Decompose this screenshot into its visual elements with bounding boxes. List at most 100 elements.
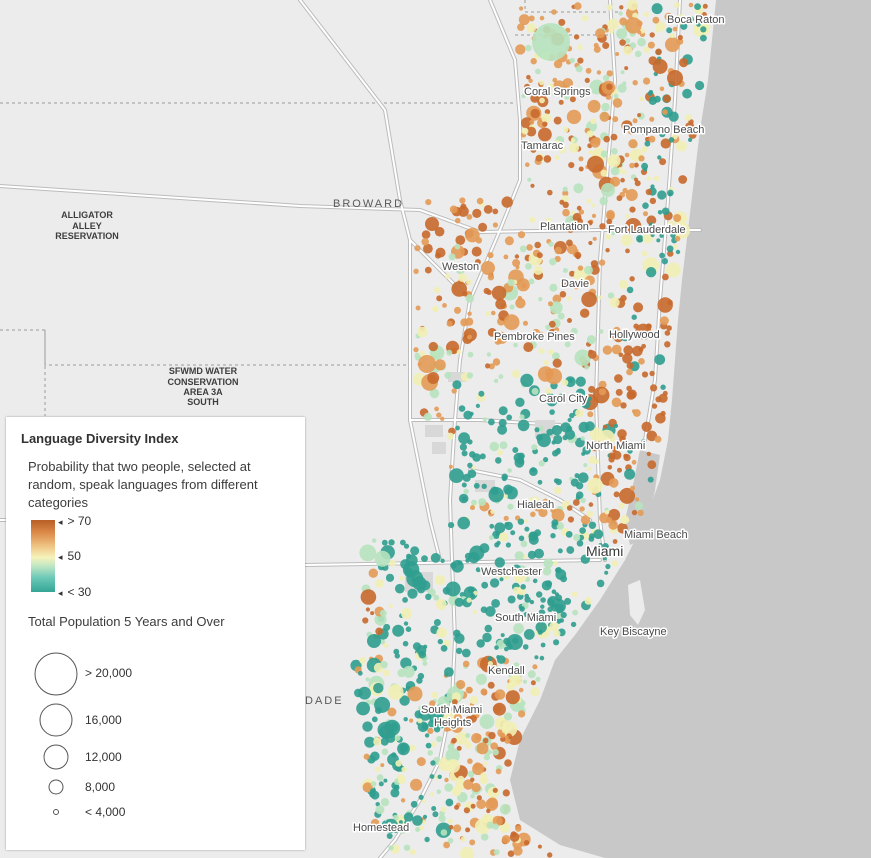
city-label: Pembroke Pines — [494, 331, 575, 343]
size-legend: > 20,000 16,000 12,000 8,000 < 4,000 — [6, 647, 305, 847]
population-point — [523, 611, 529, 618]
population-point — [429, 700, 436, 707]
population-point — [649, 197, 657, 205]
population-point — [672, 26, 678, 32]
population-point — [494, 665, 500, 671]
population-point — [594, 459, 600, 464]
population-point — [586, 130, 594, 138]
population-point — [498, 406, 508, 416]
population-point — [513, 569, 527, 583]
population-point — [547, 852, 553, 858]
population-point — [610, 166, 620, 176]
population-point — [475, 403, 480, 408]
population-point — [645, 188, 652, 196]
population-point — [687, 16, 695, 23]
population-point — [488, 731, 496, 740]
population-point — [497, 424, 508, 435]
population-point — [453, 824, 462, 833]
population-point — [487, 252, 494, 259]
population-point — [659, 233, 664, 238]
population-point — [451, 692, 461, 702]
population-point — [421, 238, 430, 246]
population-point — [675, 249, 681, 255]
population-point — [647, 460, 657, 470]
population-point — [479, 453, 486, 460]
population-point — [569, 96, 576, 103]
population-point — [583, 463, 588, 468]
population-point — [363, 753, 370, 760]
population-point — [437, 638, 443, 645]
population-point — [540, 604, 545, 609]
population-point — [624, 38, 631, 44]
population-point — [575, 408, 584, 418]
population-point — [556, 522, 564, 530]
population-point — [642, 233, 653, 244]
population-point — [551, 589, 557, 594]
population-point — [617, 83, 627, 93]
population-point — [627, 0, 638, 11]
population-point — [512, 259, 521, 267]
population-point — [428, 719, 436, 728]
population-point — [458, 432, 470, 445]
population-point — [463, 779, 474, 790]
population-point — [537, 479, 543, 485]
population-point — [620, 70, 625, 75]
population-point — [425, 742, 432, 749]
population-point — [509, 674, 522, 687]
population-point — [454, 597, 464, 607]
population-point — [465, 227, 480, 243]
population-point — [545, 387, 552, 395]
population-point — [395, 583, 405, 594]
population-point — [416, 757, 426, 767]
population-point — [606, 218, 613, 225]
population-point — [566, 505, 573, 511]
population-point — [641, 371, 649, 378]
population-point — [421, 230, 431, 239]
population-point — [514, 457, 525, 468]
population-point — [636, 20, 643, 27]
population-point — [410, 800, 418, 808]
population-point — [654, 354, 666, 365]
boundary-line — [0, 329, 410, 366]
population-point — [452, 720, 458, 725]
population-point — [442, 303, 447, 308]
population-point — [387, 707, 397, 717]
city-label: Homestead — [353, 822, 409, 834]
population-point — [588, 456, 597, 465]
population-point — [487, 328, 497, 337]
population-point — [462, 291, 468, 297]
population-point — [467, 351, 474, 358]
size-legend-title: Total Population 5 Years and Over — [28, 614, 225, 629]
population-point — [548, 301, 553, 307]
population-point — [491, 285, 507, 301]
population-point — [533, 501, 543, 512]
population-point — [595, 28, 606, 39]
population-point — [455, 732, 469, 745]
population-point — [436, 412, 442, 418]
population-point — [521, 127, 529, 135]
population-point — [558, 145, 567, 154]
population-point — [375, 579, 384, 588]
population-point — [475, 567, 481, 573]
population-point — [469, 695, 479, 705]
population-point — [374, 696, 391, 713]
population-point — [388, 539, 395, 546]
population-point — [375, 802, 380, 807]
population-point — [360, 589, 377, 605]
population-point — [650, 184, 655, 189]
population-point — [527, 670, 536, 679]
population-point — [573, 533, 581, 542]
population-point — [587, 466, 592, 471]
population-point — [391, 752, 397, 758]
population-point — [546, 395, 558, 407]
population-point — [561, 379, 569, 386]
population-point — [503, 712, 513, 721]
population-point — [549, 283, 558, 292]
population-point — [596, 70, 602, 75]
city-label: South Miami — [421, 704, 482, 716]
population-point — [473, 482, 480, 489]
population-point — [538, 348, 545, 354]
population-point — [570, 621, 577, 628]
population-point — [603, 135, 610, 143]
population-point — [370, 611, 375, 616]
